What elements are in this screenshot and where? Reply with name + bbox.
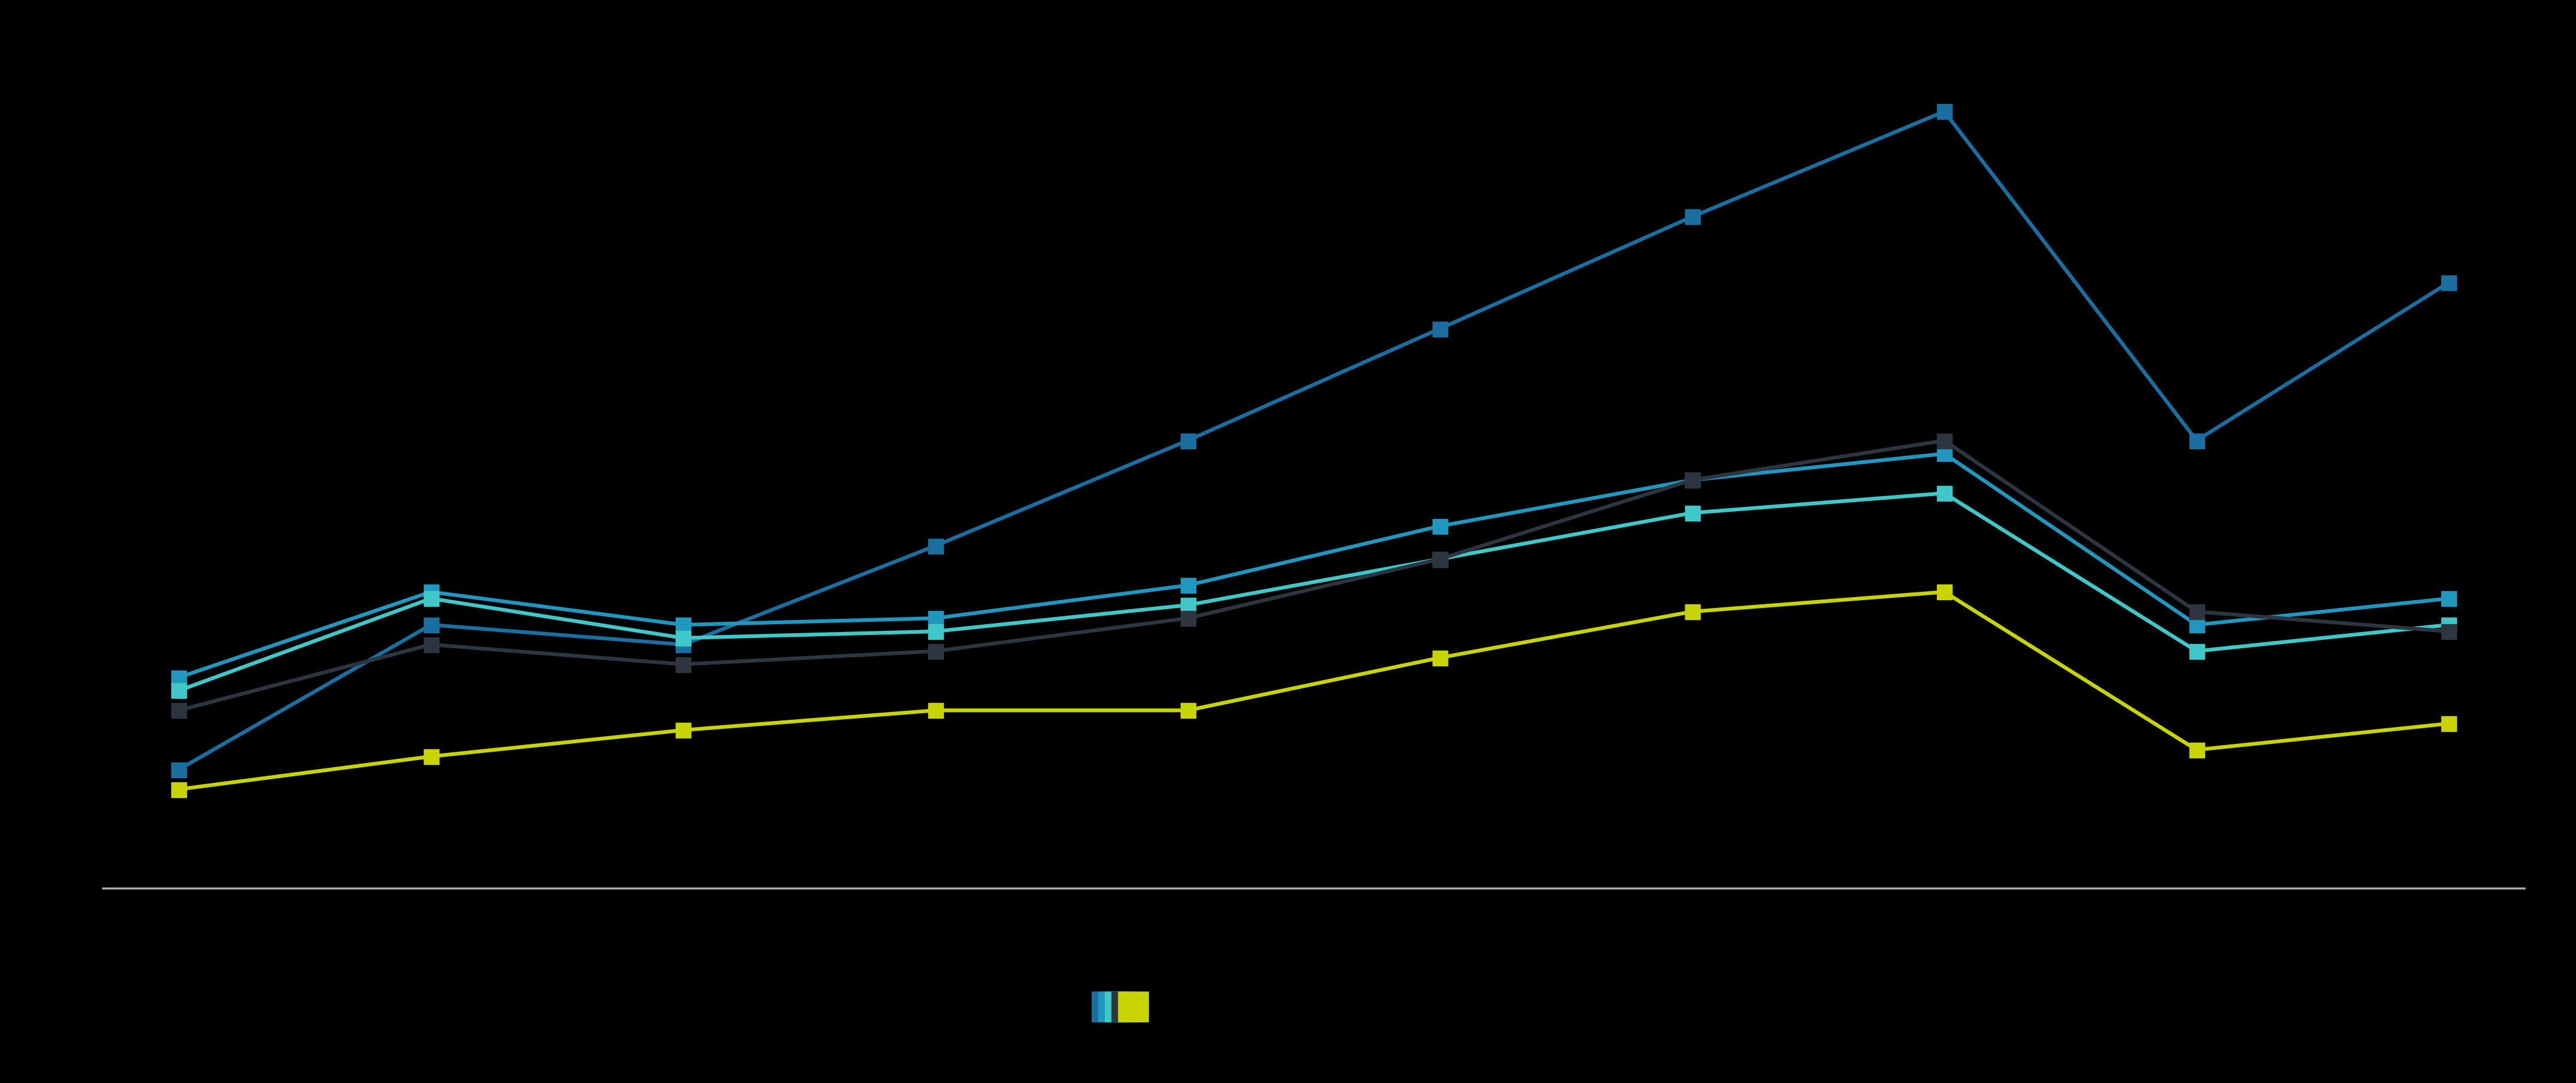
s5 [1929,586,1960,599]
s2 [1677,473,1708,486]
s1 [162,764,193,777]
s5 [415,749,446,762]
s4 [2434,625,2465,638]
Line: s2: s2 [170,446,2458,684]
s1 [920,539,951,552]
s3 [920,625,951,638]
s1 [2434,276,2465,289]
Line: s1: s1 [170,104,2458,778]
s3 [667,631,698,644]
s1 [415,618,446,631]
s3 [1172,599,1203,612]
s2 [2182,618,2213,631]
s1 [1929,105,1960,118]
s3 [2434,618,2465,631]
s4 [667,657,698,670]
s5 [162,783,193,796]
s1 [1425,322,1455,335]
s1 [2182,434,2213,447]
s3 [2182,644,2213,657]
s4 [920,644,951,657]
s5 [1172,704,1203,717]
s2 [920,612,951,625]
s4 [1677,473,1708,486]
s5 [2182,743,2213,756]
s2 [1929,447,1960,460]
s4 [1425,552,1455,565]
s2 [667,618,698,631]
s5 [1425,651,1455,664]
s1 [1677,210,1708,223]
s5 [667,723,698,736]
s1 [1172,434,1203,447]
s3 [1425,552,1455,565]
s2 [1425,520,1455,533]
s2 [1172,578,1203,591]
s2 [415,586,446,599]
s5 [920,704,951,717]
s3 [1677,507,1708,520]
s3 [1929,486,1960,499]
s5 [1677,605,1708,618]
s4 [1172,612,1203,625]
s3 [162,684,193,697]
s1 [667,638,698,651]
s4 [1929,434,1960,447]
s5 [2434,717,2465,730]
s4 [415,638,446,651]
Line: s5: s5 [170,585,2458,797]
s4 [2182,605,2213,618]
s2 [2434,592,2465,605]
Line: s4: s4 [170,433,2458,718]
s3 [415,592,446,605]
s4 [162,704,193,717]
s2 [162,671,193,684]
Line: s3: s3 [170,485,2458,699]
